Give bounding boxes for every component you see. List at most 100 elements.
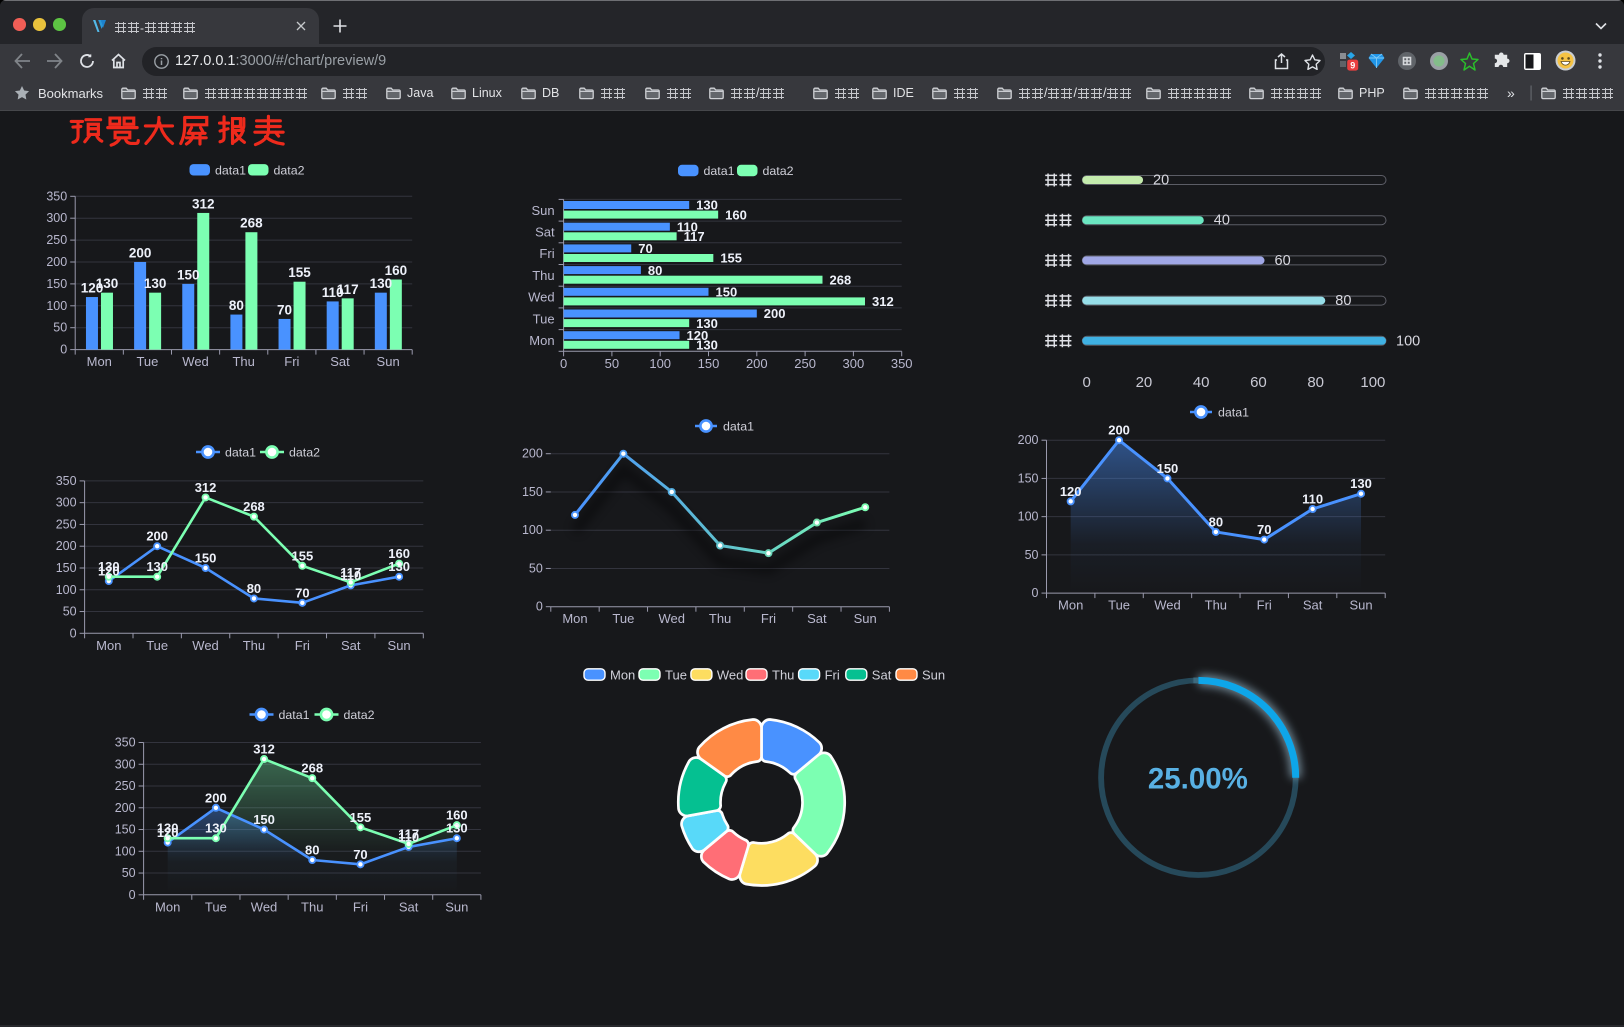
svg-text:130: 130 (146, 559, 168, 574)
svg-text:200: 200 (146, 529, 168, 544)
svg-text:150: 150 (1018, 471, 1039, 485)
svg-text:Sun: Sun (854, 611, 877, 626)
svg-text:Thu: Thu (301, 899, 323, 914)
svg-text:110: 110 (340, 568, 361, 583)
svg-text:160: 160 (446, 808, 468, 823)
svg-text:110: 110 (677, 219, 698, 234)
svg-text:Wed: Wed (528, 290, 555, 305)
svg-text:Thu: Thu (232, 354, 254, 369)
svg-text:130: 130 (96, 276, 119, 291)
svg-text:155: 155 (291, 548, 313, 563)
svg-text:100: 100 (46, 299, 67, 313)
svg-text:80: 80 (1335, 293, 1351, 309)
svg-text:200: 200 (522, 447, 543, 461)
svg-text:Sun: Sun (531, 203, 554, 218)
svg-text:350: 350 (115, 736, 136, 750)
svg-text:117: 117 (398, 826, 419, 841)
svg-text:Fri: Fri (353, 899, 368, 914)
svg-text:Mon: Mon (87, 354, 112, 369)
svg-text:Fri: Fri (284, 354, 299, 369)
svg-text:70: 70 (295, 585, 309, 600)
svg-text:0: 0 (129, 888, 136, 902)
svg-text:80: 80 (1307, 374, 1324, 391)
svg-text:312: 312 (253, 742, 275, 757)
svg-text:60: 60 (1250, 374, 1267, 391)
svg-text:312: 312 (872, 294, 894, 309)
svg-text:100: 100 (1360, 374, 1385, 391)
svg-text:120: 120 (1060, 484, 1082, 499)
svg-text:data1: data1 (225, 446, 256, 460)
svg-text:312: 312 (192, 196, 215, 211)
svg-text:350: 350 (56, 474, 77, 488)
svg-text:0: 0 (1083, 374, 1091, 391)
svg-text:200: 200 (1108, 423, 1130, 438)
svg-text:200: 200 (764, 306, 786, 321)
svg-text:250: 250 (115, 779, 136, 793)
svg-text:Thu: Thu (243, 638, 265, 653)
svg-text:80: 80 (305, 842, 319, 857)
svg-text:150: 150 (253, 812, 275, 827)
svg-text:0: 0 (1032, 586, 1039, 600)
svg-text:268: 268 (301, 761, 323, 776)
svg-text:200: 200 (1018, 433, 1039, 447)
svg-text:150: 150 (115, 823, 136, 837)
svg-text:150: 150 (698, 356, 720, 371)
svg-text:70: 70 (353, 847, 367, 862)
svg-text:130: 130 (388, 559, 410, 574)
svg-text:data2: data2 (274, 163, 305, 177)
svg-text:Wed: Wed (192, 638, 219, 653)
svg-text:117: 117 (340, 565, 361, 580)
svg-text:150: 150 (56, 561, 77, 575)
svg-text:50: 50 (53, 321, 67, 335)
svg-text:Mon: Mon (610, 668, 635, 683)
svg-text:0: 0 (60, 343, 67, 357)
svg-text:110: 110 (1302, 492, 1323, 507)
svg-text:Tue: Tue (136, 354, 158, 369)
svg-text:Tue: Tue (533, 311, 555, 326)
svg-text:20: 20 (1153, 173, 1169, 189)
svg-text:Tue: Tue (146, 638, 168, 653)
svg-text:data1: data1 (215, 163, 246, 177)
svg-text:80: 80 (247, 581, 261, 596)
svg-text:150: 150 (177, 267, 200, 282)
svg-text:200: 200 (46, 255, 67, 269)
svg-text:100: 100 (1018, 510, 1039, 524)
svg-text:120: 120 (157, 825, 179, 840)
svg-text:120: 120 (98, 564, 120, 579)
svg-text:Thu: Thu (709, 611, 731, 626)
svg-text:Mon: Mon (529, 333, 554, 348)
svg-text:150: 150 (1157, 461, 1179, 476)
svg-text:0: 0 (560, 356, 567, 371)
svg-text:Fri: Fri (825, 668, 840, 683)
svg-text:312: 312 (195, 480, 217, 495)
svg-text:160: 160 (725, 207, 747, 222)
svg-text:300: 300 (843, 356, 865, 371)
svg-text:50: 50 (122, 866, 136, 880)
svg-text:130: 130 (144, 276, 167, 291)
svg-text:Wed: Wed (717, 668, 744, 683)
svg-text:Tue: Tue (612, 611, 634, 626)
svg-text:70: 70 (1257, 522, 1271, 537)
svg-text:130: 130 (446, 821, 468, 836)
svg-text:9: 9 (1350, 60, 1355, 70)
svg-text:110: 110 (398, 829, 419, 844)
svg-text:Sat: Sat (330, 354, 350, 369)
svg-text:155: 155 (720, 251, 742, 266)
svg-text:Wed: Wed (251, 899, 278, 914)
svg-text:130: 130 (1350, 476, 1372, 491)
svg-text:300: 300 (115, 757, 136, 771)
svg-text:Mon: Mon (96, 638, 121, 653)
svg-text:200: 200 (746, 356, 768, 371)
svg-text:150: 150 (46, 277, 67, 291)
svg-text:80: 80 (1209, 514, 1223, 529)
svg-text:268: 268 (829, 272, 851, 287)
svg-text:100: 100 (522, 523, 543, 537)
svg-text:130: 130 (205, 821, 227, 836)
svg-text:268: 268 (240, 216, 263, 231)
svg-text:0: 0 (70, 626, 77, 640)
svg-text:300: 300 (56, 496, 77, 510)
svg-text:200: 200 (129, 246, 152, 261)
svg-text:0: 0 (536, 600, 543, 614)
svg-text:data1: data1 (279, 708, 310, 722)
svg-text:data2: data2 (763, 164, 794, 178)
